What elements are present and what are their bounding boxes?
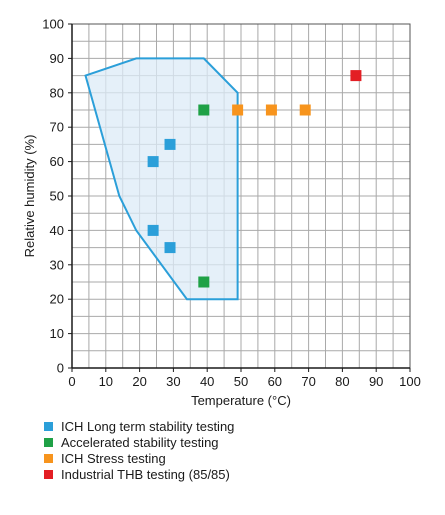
y-tick-label: 0 [57, 361, 64, 376]
x-tick-label: 30 [166, 374, 180, 389]
legend-item-thb: Industrial THB testing (85/85) [44, 466, 234, 482]
marker-series-2 [232, 104, 244, 116]
y-tick-label: 20 [50, 292, 64, 307]
legend-item-stress: ICH Stress testing [44, 450, 234, 466]
marker-series-1 [198, 104, 210, 116]
y-tick-label: 50 [50, 189, 64, 204]
y-tick-label: 40 [50, 223, 64, 238]
stability-region [84, 57, 239, 301]
x-tick-label: 40 [200, 374, 214, 389]
marker-series-0 [147, 224, 159, 236]
chart: 0 10 20 30 40 50 60 70 80 90 100 0 10 20 30 40 50 60 70 80… [22, 17, 421, 409]
x-tick-label: 70 [301, 374, 315, 389]
legend-item-long-term: ICH Long term stability testing [44, 418, 234, 434]
x-tick-label: 10 [99, 374, 113, 389]
legend-label-stress: ICH Stress testing [61, 450, 166, 466]
data-markers [147, 70, 362, 288]
y-tick-label: 30 [50, 257, 64, 272]
legend-item-accelerated: Accelerated stability testing [44, 434, 234, 450]
x-tick-labels: 0 10 20 30 40 50 60 70 80 90 100 [68, 368, 421, 389]
y-tick-label: 10 [50, 326, 64, 341]
x-tick-label: 100 [399, 374, 421, 389]
marker-series-0 [147, 156, 159, 168]
x-tick-label: 0 [68, 374, 75, 389]
y-tick-label: 60 [50, 154, 64, 169]
legend-label-long-term: ICH Long term stability testing [61, 418, 235, 434]
legend-label-thb: Industrial THB testing (85/85) [61, 466, 230, 482]
x-tick-label: 50 [234, 374, 248, 389]
marker-series-3 [350, 70, 362, 82]
marker-series-2 [299, 104, 311, 116]
y-tick-label: 90 [50, 51, 64, 66]
marker-series-1 [198, 276, 210, 288]
marker-series-0 [164, 242, 176, 254]
legend-swatch-stress [44, 453, 53, 463]
x-axis-label: Temperature (°C) [191, 393, 291, 408]
legend-swatch-long-term [44, 421, 53, 431]
y-tick-label: 70 [50, 120, 64, 135]
x-tick-label: 20 [132, 374, 146, 389]
marker-series-2 [265, 104, 277, 116]
y-axis-label: Relative humidity (%) [22, 135, 37, 258]
y-tick-label: 100 [42, 17, 64, 32]
y-tick-labels: 0 10 20 30 40 50 60 70 80 90 100 [42, 17, 72, 376]
marker-series-0 [164, 138, 176, 150]
legend-swatch-thb [44, 469, 53, 479]
legend-label-accelerated: Accelerated stability testing [61, 434, 219, 450]
x-tick-label: 80 [335, 374, 349, 389]
x-tick-label: 60 [268, 374, 282, 389]
y-tick-label: 80 [50, 85, 64, 100]
legend-swatch-accelerated [44, 437, 53, 447]
x-tick-label: 90 [369, 374, 383, 389]
legend: ICH Long term stability testing Accelera… [44, 418, 234, 482]
